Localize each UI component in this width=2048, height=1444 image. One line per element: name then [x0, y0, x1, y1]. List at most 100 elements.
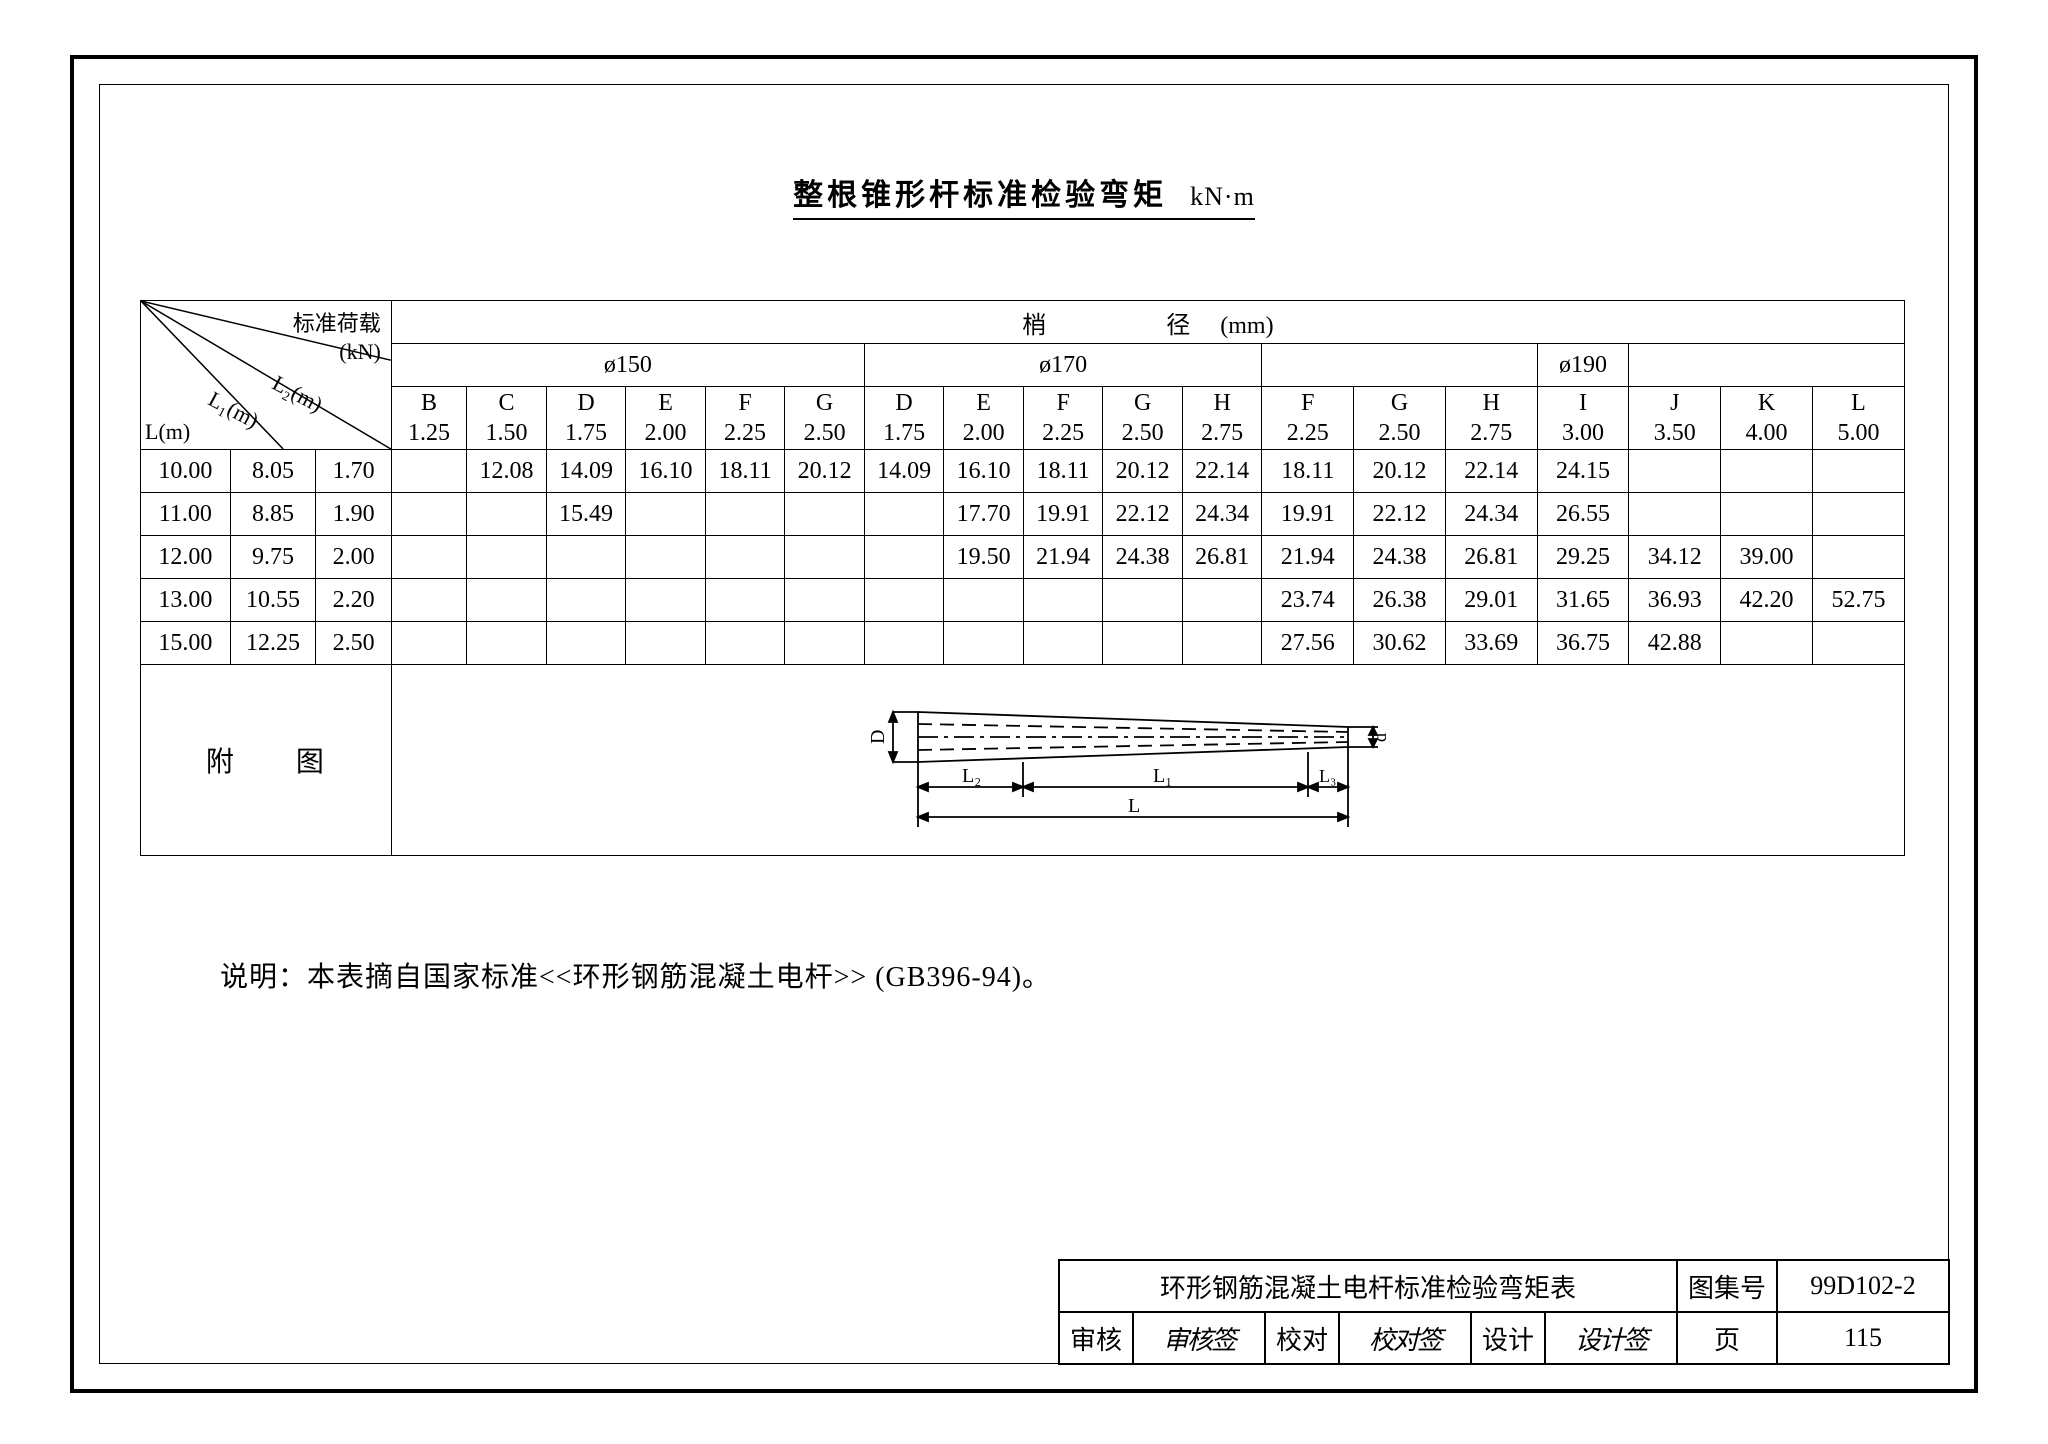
data-cell: 24.38	[1103, 536, 1183, 579]
table-row: 10.008.051.7012.0814.0916.1018.1120.1214…	[141, 450, 1905, 493]
data-cell	[944, 622, 1024, 665]
tb-design-sig: 设计签	[1545, 1312, 1677, 1364]
data-cell: 33.69	[1445, 622, 1537, 665]
row-key: 12.25	[230, 622, 316, 665]
header-std-load-unit: (kN)	[339, 339, 381, 365]
data-cell	[1721, 493, 1813, 536]
col-header: F2.25	[1023, 387, 1103, 450]
row-key: 2.20	[316, 579, 391, 622]
data-cell	[1721, 450, 1813, 493]
data-cell	[391, 493, 466, 536]
col-header: D1.75	[546, 387, 626, 450]
data-cell	[391, 579, 466, 622]
outer-frame: 整根锥形杆标准检验弯矩 kN·m	[70, 55, 1978, 1393]
data-cell: 31.65	[1537, 579, 1629, 622]
col-header: H2.75	[1182, 387, 1262, 450]
data-cell	[1721, 622, 1813, 665]
header-L: L(m)	[145, 419, 190, 445]
diagonal-header: 标准荷载 (kN) L(m) L₁(m) L₂(m)	[141, 301, 392, 450]
data-cell: 18.11	[1262, 450, 1354, 493]
data-cell: 27.56	[1262, 622, 1354, 665]
data-cell: 36.93	[1629, 579, 1721, 622]
data-cell: 39.00	[1721, 536, 1813, 579]
data-cell	[1182, 579, 1262, 622]
main-table: 标准荷载 (kN) L(m) L₁(m) L₂(m) 梢 径 (mm) ø150…	[140, 300, 1905, 856]
data-cell	[626, 536, 706, 579]
data-cell: 26.81	[1182, 536, 1262, 579]
data-cell	[1023, 579, 1103, 622]
col-header: B1.25	[391, 387, 466, 450]
data-cell	[864, 622, 944, 665]
tb-page-lbl: 页	[1677, 1312, 1777, 1364]
data-cell: 18.11	[1023, 450, 1103, 493]
title-block: 环形钢筋混凝土电杆标准检验弯矩表 图集号 99D102-2 审核 审核签 校对 …	[1058, 1259, 1950, 1365]
data-cell: 14.09	[864, 450, 944, 493]
data-cell	[705, 622, 785, 665]
svg-text:L₃: L₃	[1319, 766, 1336, 786]
tb-atlas-no: 99D102-2	[1777, 1260, 1949, 1312]
data-cell: 17.70	[944, 493, 1024, 536]
row-key: 8.85	[230, 493, 316, 536]
note-text: 说明：本表摘自国家标准<<环形钢筋混凝土电杆>> (GB396-94)。	[220, 955, 1051, 995]
tb-check-lbl: 校对	[1265, 1312, 1339, 1364]
data-cell	[546, 622, 626, 665]
row-key: 10.00	[141, 450, 231, 493]
data-cell: 29.25	[1537, 536, 1629, 579]
attached-figure-row: 附 图	[141, 665, 1905, 856]
data-cell	[391, 622, 466, 665]
header-d150: ø150	[391, 344, 864, 387]
page-title: 整根锥形杆标准检验弯矩 kN·m	[100, 170, 1948, 214]
col-header: K4.00	[1721, 387, 1813, 450]
data-cell: 22.12	[1354, 493, 1446, 536]
row-key: 2.50	[316, 622, 391, 665]
data-cell	[1629, 450, 1721, 493]
row-key: 2.00	[316, 536, 391, 579]
col-header: C1.50	[467, 387, 547, 450]
data-cell: 42.20	[1721, 579, 1813, 622]
pole-diagram: D d L₂ L₁ L₃ L	[838, 672, 1458, 842]
header-d170: ø170	[864, 344, 1262, 387]
data-cell: 19.50	[944, 536, 1024, 579]
data-cell	[391, 450, 466, 493]
col-header: E2.00	[944, 387, 1024, 450]
data-cell: 18.11	[705, 450, 785, 493]
data-cell: 24.38	[1354, 536, 1446, 579]
row-key: 13.00	[141, 579, 231, 622]
data-cell	[391, 536, 466, 579]
data-cell: 26.38	[1354, 579, 1446, 622]
data-cell	[705, 579, 785, 622]
data-cell: 42.88	[1629, 622, 1721, 665]
data-cell: 24.34	[1445, 493, 1537, 536]
data-cell: 30.62	[1354, 622, 1446, 665]
data-cell: 24.34	[1182, 493, 1262, 536]
col-header: H2.75	[1445, 387, 1537, 450]
data-cell: 15.49	[546, 493, 626, 536]
col-header: F2.25	[705, 387, 785, 450]
title-main: 整根锥形杆标准检验弯矩	[793, 179, 1167, 212]
table-header: 标准荷载 (kN) L(m) L₁(m) L₂(m) 梢 径 (mm) ø150…	[141, 301, 1905, 450]
data-cell	[864, 579, 944, 622]
row-key: 15.00	[141, 622, 231, 665]
data-cell: 20.12	[785, 450, 865, 493]
table-body: 10.008.051.7012.0814.0916.1018.1120.1214…	[141, 450, 1905, 665]
attached-figure-cell: D d L₂ L₁ L₃ L	[391, 665, 1904, 856]
data-cell	[1023, 622, 1103, 665]
data-cell	[1629, 493, 1721, 536]
data-cell	[467, 579, 547, 622]
col-header: G2.50	[1103, 387, 1183, 450]
data-cell	[785, 622, 865, 665]
data-cell: 12.08	[467, 450, 547, 493]
col-header: E2.00	[626, 387, 706, 450]
data-cell: 52.75	[1812, 579, 1904, 622]
header-d190: ø190	[1537, 344, 1629, 387]
col-header: G2.50	[785, 387, 865, 450]
tb-design-lbl: 设计	[1471, 1312, 1545, 1364]
row-key: 10.55	[230, 579, 316, 622]
svg-text:L₂: L₂	[962, 765, 981, 787]
row-key: 1.70	[316, 450, 391, 493]
svg-text:D: D	[867, 729, 889, 743]
header-tail-group	[1629, 344, 1905, 387]
data-cell	[1812, 536, 1904, 579]
row-key: 11.00	[141, 493, 231, 536]
data-cell: 23.74	[1262, 579, 1354, 622]
